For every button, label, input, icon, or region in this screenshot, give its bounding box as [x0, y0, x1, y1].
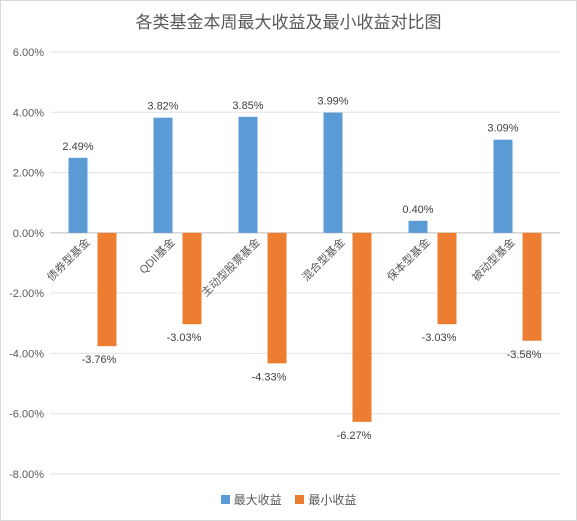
data-label-min: -3.03%	[422, 332, 457, 344]
x-category-label: 保本型基金	[384, 235, 433, 284]
bar-max	[323, 112, 343, 233]
data-label-max: 3.85%	[232, 100, 263, 112]
x-category-label: 被动型基金	[469, 235, 518, 284]
bar-min	[352, 232, 372, 422]
bar-max	[153, 117, 173, 233]
y-tick-label: -4.00%	[9, 348, 44, 360]
x-category-label: 主动型股票基金	[198, 235, 262, 299]
data-label-max: 0.40%	[402, 204, 433, 216]
legend-label-min: 最小收益	[308, 493, 357, 507]
legend-label-max: 最大收益	[233, 493, 282, 507]
x-category-label: 债券型基金	[44, 235, 93, 284]
y-tick-label: 6.00%	[13, 47, 44, 59]
data-label-max: 3.99%	[317, 96, 348, 108]
chart-title: 各类基金本周最大收益及最小收益对比图	[135, 13, 442, 33]
y-tick-label: -6.00%	[9, 409, 44, 421]
bar-max	[68, 157, 88, 233]
data-label-max: 3.09%	[487, 123, 518, 135]
data-label-min: -3.03%	[167, 332, 202, 344]
y-tick-label: 0.00%	[13, 228, 44, 240]
bar-max	[408, 220, 428, 233]
y-tick-label: -2.00%	[9, 288, 44, 300]
data-label-min: -3.76%	[82, 354, 117, 366]
y-tick-label: 4.00%	[13, 107, 44, 119]
data-label-min: -4.33%	[252, 371, 287, 383]
legend-item-min: 最小收益	[295, 491, 356, 508]
data-label-min: -3.58%	[507, 349, 542, 361]
bar-min	[97, 232, 117, 347]
legend-item-max: 最大收益	[220, 491, 282, 508]
chart-legend: 最大收益 最小收益	[0, 491, 577, 508]
data-label-min: -6.27%	[337, 430, 372, 442]
bar-min	[182, 232, 202, 325]
legend-swatch-min	[295, 495, 305, 504]
data-label-max: 3.82%	[147, 101, 178, 113]
bar-min	[267, 232, 287, 364]
data-label-max: 2.49%	[62, 141, 93, 153]
bar-max	[238, 116, 258, 233]
bar-min	[522, 232, 542, 341]
legend-swatch-max	[220, 495, 230, 504]
x-category-label: 混合型基金	[299, 235, 348, 284]
y-tick-label: -8.00%	[9, 469, 44, 481]
y-tick-label: 2.00%	[13, 168, 44, 180]
bar-min	[437, 232, 457, 325]
bar-max	[493, 139, 513, 233]
x-category-label: QDII基金	[136, 235, 177, 276]
